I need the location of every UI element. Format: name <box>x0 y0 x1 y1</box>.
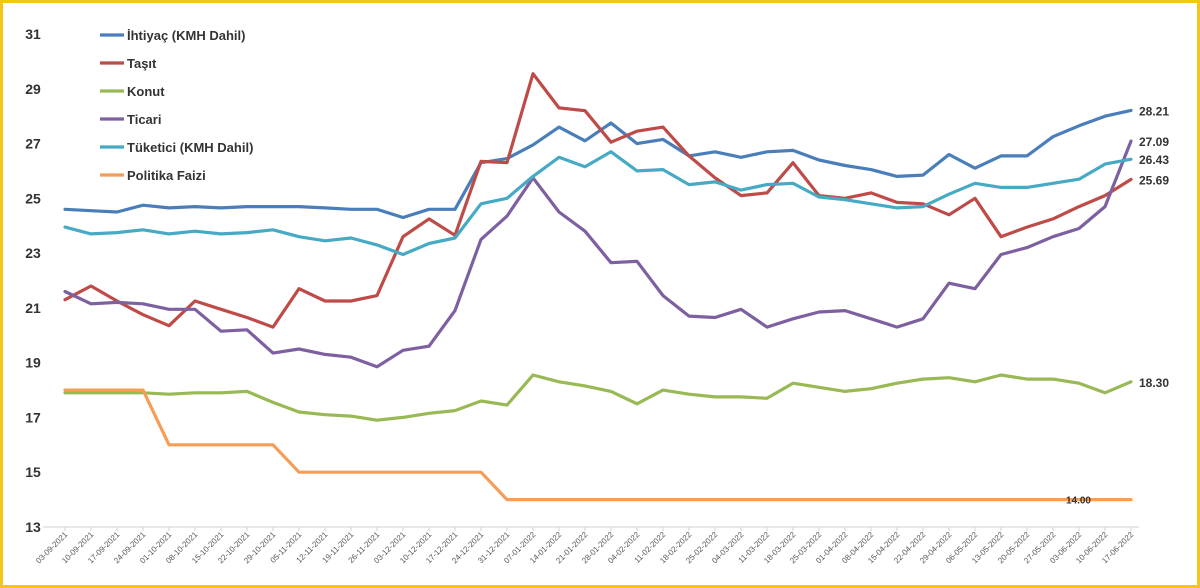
y-tick-label: 21 <box>25 300 41 316</box>
y-tick-label: 19 <box>25 355 41 371</box>
y-tick-label: 25 <box>25 190 41 206</box>
end-label-4: 26.43 <box>1139 153 1169 167</box>
y-tick-label: 13 <box>25 519 41 535</box>
series-line-0 <box>63 108 1133 220</box>
y-tick-label: 17 <box>25 409 41 425</box>
end-label-1: 25.69 <box>1139 173 1169 187</box>
series-line-2 <box>63 373 1133 422</box>
series-line-3 <box>63 139 1133 369</box>
end-label-2: 18.30 <box>1139 376 1169 390</box>
y-tick-label: 15 <box>25 464 41 480</box>
series-line-5 <box>63 388 1133 502</box>
end-label-0: 28.21 <box>1139 104 1169 118</box>
y-tick-label: 31 <box>25 26 41 42</box>
legend-label-5: Politika Faizi <box>127 168 206 183</box>
legend-label-0: İhtiyaç (KMH Dahil) <box>127 28 245 43</box>
end-label-5: 14.00 <box>1066 496 1091 507</box>
line-chart: 13 15 17 19 21 23 25 27 29 31 03-09-202110-09-202… <box>25 26 1169 565</box>
x-axis-ticks: 03-09-202110-09-202117-09-202124-09-2021… <box>34 527 1136 565</box>
y-tick-label: 23 <box>25 245 41 261</box>
y-axis-ticks: 13 15 17 19 21 23 25 27 29 31 <box>25 26 41 535</box>
legend: İhtiyaç (KMH Dahil) Taşıt Konut Ticari Tüket… <box>100 28 253 183</box>
legend-label-4: Tüketici (KMH Dahil) <box>127 140 253 155</box>
end-labels: 28.21 25.69 18.30 27.09 26.43 14.00 <box>1066 104 1169 506</box>
end-label-3: 27.09 <box>1139 135 1169 149</box>
series-line-4 <box>63 150 1133 257</box>
y-tick-label: 29 <box>25 81 41 97</box>
legend-label-3: Ticari <box>127 112 161 127</box>
legend-label-2: Konut <box>127 84 165 99</box>
series-line-1 <box>63 72 1133 329</box>
legend-label-1: Taşıt <box>127 56 157 71</box>
series-lines <box>63 72 1133 502</box>
y-tick-label: 27 <box>25 136 41 152</box>
